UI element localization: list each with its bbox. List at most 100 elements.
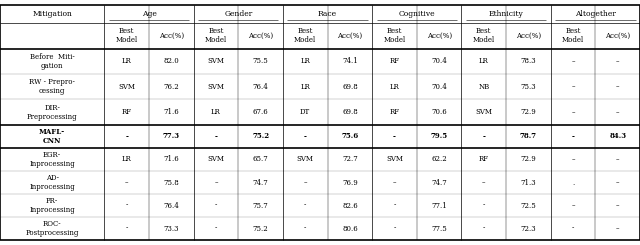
Text: 72.7: 72.7 <box>342 156 358 163</box>
Text: 84.3: 84.3 <box>609 133 626 140</box>
Text: Race: Race <box>318 10 337 18</box>
Text: Acc(%): Acc(%) <box>159 32 184 40</box>
Text: RF: RF <box>390 57 399 65</box>
Text: -: - <box>394 202 396 209</box>
Text: Best
Model: Best Model <box>116 27 138 44</box>
Text: –: – <box>572 108 575 116</box>
Text: -: - <box>572 133 575 140</box>
Text: 72.9: 72.9 <box>520 156 536 163</box>
Text: 76.4: 76.4 <box>253 83 269 91</box>
Text: LR: LR <box>300 83 310 91</box>
Text: SVM: SVM <box>207 83 225 91</box>
Text: 74.1: 74.1 <box>342 57 358 65</box>
Text: LR: LR <box>122 57 132 65</box>
Text: Best
Model: Best Model <box>205 27 227 44</box>
Text: Acc(%): Acc(%) <box>605 32 630 40</box>
Text: PR-
Inprocessing: PR- Inprocessing <box>29 197 75 214</box>
Text: .: . <box>572 179 574 186</box>
Text: –: – <box>482 179 486 186</box>
Text: 77.5: 77.5 <box>431 225 447 233</box>
Text: –: – <box>572 156 575 163</box>
Text: LR: LR <box>479 57 489 65</box>
Text: Age: Age <box>141 10 156 18</box>
Text: Before  Miti-
gation: Before Miti- gation <box>30 53 75 70</box>
Text: 73.3: 73.3 <box>164 225 179 233</box>
Text: 76.9: 76.9 <box>342 179 358 186</box>
Text: DT: DT <box>300 108 310 116</box>
Text: LR: LR <box>390 83 399 91</box>
Text: -: - <box>125 225 128 233</box>
Text: -: - <box>483 225 485 233</box>
Text: 67.6: 67.6 <box>253 108 269 116</box>
Text: 62.2: 62.2 <box>431 156 447 163</box>
Text: 75.2: 75.2 <box>252 133 269 140</box>
Text: –: – <box>616 202 620 209</box>
Text: 74.7: 74.7 <box>253 179 269 186</box>
Text: -: - <box>215 202 217 209</box>
Text: –: – <box>616 179 620 186</box>
Text: Altogether: Altogether <box>575 10 616 18</box>
Text: 82.0: 82.0 <box>163 57 179 65</box>
Text: –: – <box>572 57 575 65</box>
Text: 75.3: 75.3 <box>520 83 536 91</box>
Text: 72.5: 72.5 <box>520 202 536 209</box>
Text: 75.8: 75.8 <box>163 179 179 186</box>
Text: Acc(%): Acc(%) <box>248 32 273 40</box>
Text: Best
Model: Best Model <box>383 27 406 44</box>
Text: 80.6: 80.6 <box>342 225 358 233</box>
Text: -: - <box>215 225 217 233</box>
Text: LR: LR <box>300 57 310 65</box>
Text: Acc(%): Acc(%) <box>516 32 541 40</box>
Text: –: – <box>125 179 129 186</box>
Text: 72.9: 72.9 <box>520 108 536 116</box>
Text: 77.3: 77.3 <box>163 133 180 140</box>
Text: SVM: SVM <box>297 156 314 163</box>
Text: 70.4: 70.4 <box>431 83 447 91</box>
Text: 74.7: 74.7 <box>431 179 447 186</box>
Text: LR: LR <box>122 156 132 163</box>
Text: DIR-
Preprocessing: DIR- Preprocessing <box>27 104 77 121</box>
Text: RF: RF <box>122 108 132 116</box>
Text: 71.6: 71.6 <box>163 156 179 163</box>
Text: RF: RF <box>479 156 489 163</box>
Text: -: - <box>304 225 307 233</box>
Text: -: - <box>394 225 396 233</box>
Text: 69.8: 69.8 <box>342 83 358 91</box>
Text: Acc(%): Acc(%) <box>427 32 452 40</box>
Text: 69.8: 69.8 <box>342 108 358 116</box>
Text: RW - Prepro-
cessing: RW - Prepro- cessing <box>29 78 75 95</box>
Text: 75.7: 75.7 <box>253 202 269 209</box>
Text: –: – <box>616 108 620 116</box>
Text: 79.5: 79.5 <box>431 133 448 140</box>
Text: Acc(%): Acc(%) <box>337 32 362 40</box>
Text: –: – <box>393 179 396 186</box>
Text: NB: NB <box>478 83 490 91</box>
Text: SVM: SVM <box>207 57 225 65</box>
Text: -: - <box>304 202 307 209</box>
Text: SVM: SVM <box>476 108 492 116</box>
Text: -: - <box>572 225 574 233</box>
Text: Mitigation: Mitigation <box>32 10 72 18</box>
Text: 71.6: 71.6 <box>163 108 179 116</box>
Text: ROC-
Postprocessing: ROC- Postprocessing <box>26 220 79 237</box>
Text: Cognitive: Cognitive <box>399 10 435 18</box>
Text: 78.7: 78.7 <box>520 133 537 140</box>
Text: -: - <box>304 133 307 140</box>
Text: Gender: Gender <box>224 10 252 18</box>
Text: 75.6: 75.6 <box>341 133 358 140</box>
Text: 71.3: 71.3 <box>520 179 536 186</box>
Text: Ethnicity: Ethnicity <box>489 10 524 18</box>
Text: EGR-
Inprocessing: EGR- Inprocessing <box>29 151 75 168</box>
Text: –: – <box>214 179 218 186</box>
Text: –: – <box>616 156 620 163</box>
Text: 75.5: 75.5 <box>253 57 269 65</box>
Text: –: – <box>616 225 620 233</box>
Text: AD-
Inprocessing: AD- Inprocessing <box>29 174 75 191</box>
Text: -: - <box>483 133 485 140</box>
Text: 82.6: 82.6 <box>342 202 358 209</box>
Text: –: – <box>572 83 575 91</box>
Text: LR: LR <box>211 108 221 116</box>
Text: –: – <box>616 57 620 65</box>
Text: SVM: SVM <box>207 156 225 163</box>
Text: 76.2: 76.2 <box>163 83 179 91</box>
